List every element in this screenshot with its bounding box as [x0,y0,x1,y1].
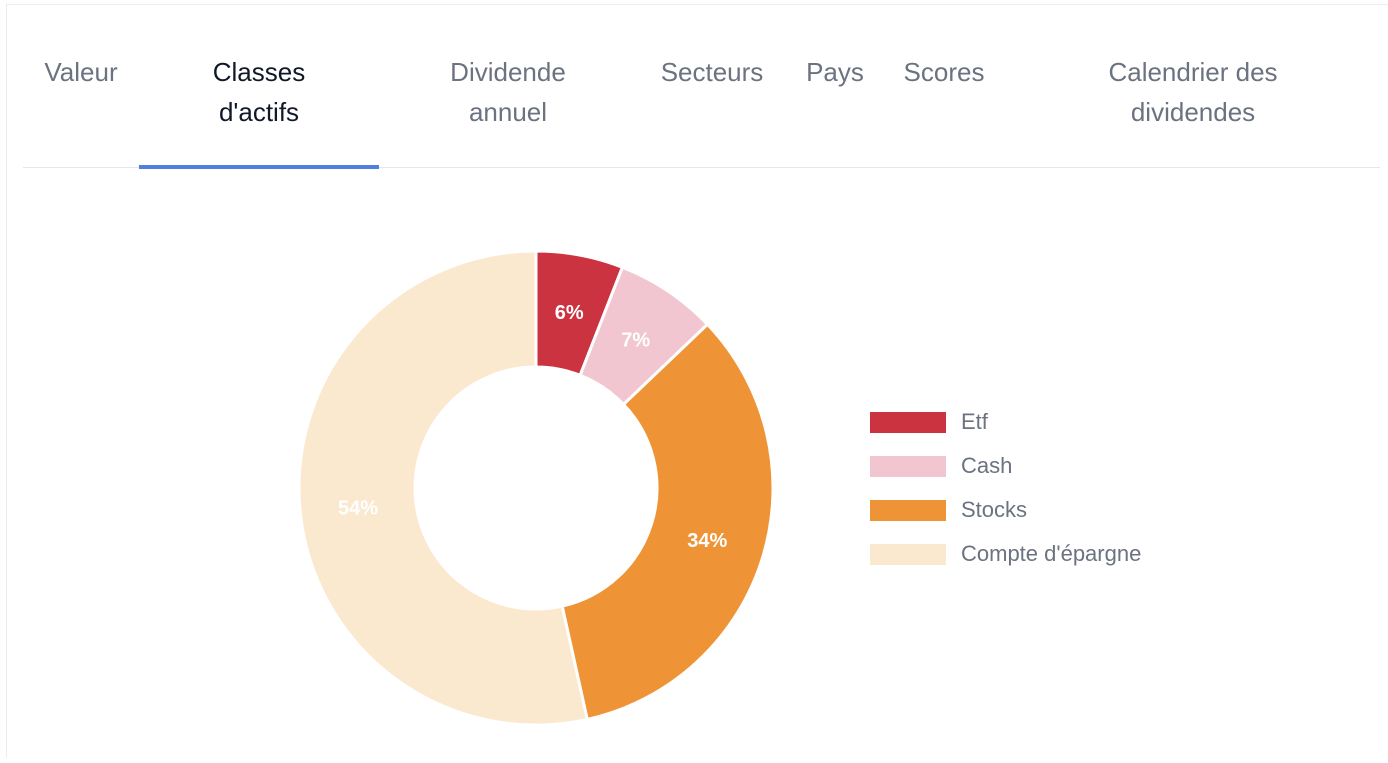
legend-label: Cash [961,453,1013,478]
slice-label: 34% [687,530,727,552]
donut-chart: 6% 7% 34% 54% [297,249,775,727]
slice-label: 6% [555,302,584,324]
tab-valeur[interactable]: Valeur [23,52,139,92]
legend-swatch [870,543,946,565]
donut-slice-compte-d-pargne[interactable] [297,249,589,727]
slice-label: 54% [338,497,378,519]
legend-item[interactable]: Etf [870,400,1141,444]
tab-label: Scores [903,57,985,87]
tab-label: Valeur [44,57,118,87]
tab-label: Classes [212,57,306,87]
legend-label: Etf [961,409,988,434]
active-tab-indicator [139,165,379,169]
tab-label: annuel [468,97,548,127]
legend-item[interactable]: Stocks [870,488,1141,532]
tab-label: Dividende [450,57,566,87]
tab-dividende-annuel[interactable]: Dividende annuel [419,52,597,132]
tab-label: dividendes [1130,97,1256,127]
slice-label: 7% [621,329,650,351]
legend-label: Compte d'épargne [961,541,1142,566]
tab-label: Secteurs [660,57,764,87]
tab-calendrier-dividendes[interactable]: Calendrier des dividendes [1077,52,1309,132]
tab-label: Calendrier des [1108,57,1278,87]
tab-scores[interactable]: Scores [889,52,999,92]
legend-item[interactable]: Compte d'épargne [870,532,1141,576]
legend-swatch [870,411,946,433]
tab-label: Pays [806,57,864,87]
legend-swatch [870,455,946,477]
legend-label: Stocks [961,497,1028,522]
tab-classes-actifs[interactable]: Classes d'actifs [139,52,379,132]
tab-label: d'actifs [218,97,300,127]
legend-swatch [870,499,946,521]
tab-secteurs[interactable]: Secteurs [645,52,779,92]
tab-bar: Valeur Classes d'actifs Dividende annuel… [23,40,1380,169]
legend-item[interactable]: Cash [870,444,1141,488]
chart-legend: Etf Cash Stocks Compte d'épargne [870,400,1141,576]
donut-slice-stocks[interactable] [560,322,775,722]
tab-pays[interactable]: Pays [797,52,873,92]
asset-class-chart: 6% 7% 34% 54% [0,170,1388,758]
